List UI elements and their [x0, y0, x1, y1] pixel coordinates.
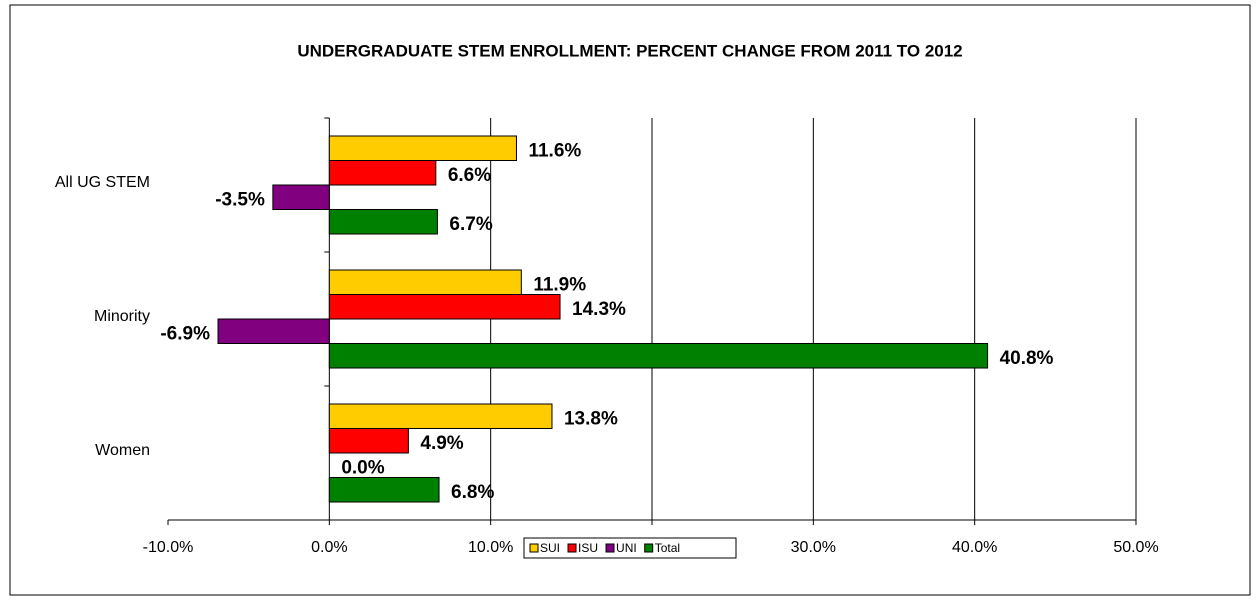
bar: [272, 184, 330, 210]
value-label: 11.6%: [528, 140, 581, 161]
bar: [328, 294, 561, 320]
legend-swatch: [605, 543, 615, 553]
value-label: -3.5%: [215, 189, 265, 210]
legend-swatch: [644, 543, 654, 553]
value-label: 11.9%: [533, 274, 586, 295]
legend-label: ISU: [578, 541, 598, 555]
chart-title: UNDERGRADUATE STEM ENROLLMENT: PERCENT C…: [297, 41, 962, 60]
bar: [328, 135, 517, 161]
x-tick-label: 50.0%: [1113, 539, 1158, 556]
legend-label: Total: [655, 541, 680, 555]
x-tick-label: -10.0%: [143, 539, 194, 556]
bar: [328, 269, 522, 295]
x-tick-label: 10.0%: [468, 539, 513, 556]
x-tick-label: 0.0%: [311, 539, 347, 556]
value-label: 0.0%: [341, 457, 384, 478]
bar: [328, 403, 553, 429]
y-tick-label: Women: [95, 442, 150, 459]
value-label: 6.6%: [448, 165, 491, 186]
bar: [328, 477, 440, 503]
chart-frame: [9, 4, 1251, 596]
bar: [217, 318, 330, 344]
value-label: 14.3%: [572, 299, 626, 320]
value-label: -6.9%: [160, 323, 210, 344]
value-label: 13.8%: [564, 408, 618, 429]
bar: [328, 160, 437, 186]
legend-label: SUI: [540, 541, 560, 555]
bar: [328, 343, 989, 369]
y-tick-label: Minority: [94, 308, 150, 325]
legend-label: UNI: [616, 541, 637, 555]
x-tick-label: 40.0%: [952, 539, 997, 556]
legend-box: [523, 537, 737, 559]
value-label: 6.8%: [451, 482, 494, 503]
value-label: 6.7%: [449, 214, 492, 235]
value-label: 4.9%: [420, 433, 463, 454]
legend-swatch: [529, 543, 539, 553]
x-tick-label: 30.0%: [791, 539, 836, 556]
legend-swatch: [567, 543, 577, 553]
bar: [328, 209, 438, 235]
value-label: 40.8%: [1000, 348, 1054, 369]
bar: [328, 428, 409, 454]
y-tick-label: All UG STEM: [55, 174, 150, 191]
